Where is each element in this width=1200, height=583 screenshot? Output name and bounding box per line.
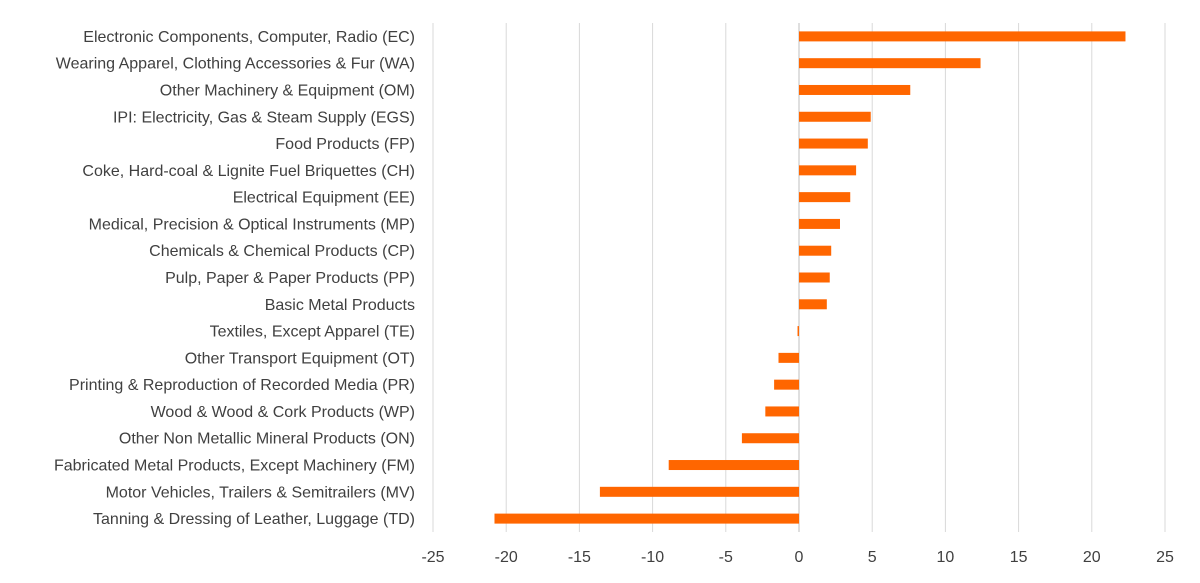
category-label: Other Machinery & Equipment (OM): [160, 82, 415, 99]
bar: [741, 433, 799, 444]
x-tick-label: -25: [421, 549, 444, 566]
bar: [774, 379, 799, 390]
category-label: Chemicals & Chemical Products (CP): [149, 243, 415, 260]
category-label: Basic Metal Products: [265, 297, 415, 314]
bar: [797, 326, 799, 337]
category-label: Textiles, Except Apparel (TE): [210, 324, 415, 341]
category-labels: Electronic Components, Computer, Radio (…: [54, 29, 415, 528]
bar: [494, 513, 799, 524]
category-label: Fabricated Metal Products, Except Machin…: [54, 458, 415, 475]
bar: [799, 84, 911, 95]
category-label: Wearing Apparel, Clothing Accessories & …: [56, 56, 415, 73]
x-tick-label: -10: [641, 549, 664, 566]
x-tick-label: -15: [568, 549, 591, 566]
bar: [799, 165, 857, 176]
bar: [799, 299, 827, 310]
x-tick-label: 5: [868, 549, 877, 566]
x-tick-label: -5: [719, 549, 733, 566]
bar: [599, 486, 799, 497]
bar: [778, 352, 799, 363]
category-label: Pulp, Paper & Paper Products (PP): [165, 270, 415, 287]
category-label: Printing & Reproduction of Recorded Medi…: [69, 377, 415, 394]
x-tick-label: 20: [1083, 549, 1101, 566]
x-tick-label: 0: [795, 549, 804, 566]
category-label: IPI: Electricity, Gas & Steam Supply (EG…: [113, 109, 415, 126]
bar: [799, 31, 1126, 42]
category-label: Motor Vehicles, Trailers & Semitrailers …: [106, 484, 415, 501]
bar: [799, 138, 868, 149]
category-label: Food Products (FP): [275, 136, 415, 153]
bar: [799, 111, 871, 122]
bar: [668, 460, 799, 471]
category-label: Electrical Equipment (EE): [233, 190, 415, 207]
category-label: Coke, Hard-coal & Lignite Fuel Briquette…: [82, 163, 415, 180]
category-label: Medical, Precision & Optical Instruments…: [89, 216, 415, 233]
bar: [799, 245, 832, 256]
x-axis-tick-labels: -25 -20 -15 -10 -5 0 5 10 15 20 25: [421, 549, 1174, 566]
bars: [494, 31, 1126, 524]
bar: [765, 406, 799, 417]
bar: [799, 272, 830, 283]
x-tick-label: 15: [1010, 549, 1028, 566]
category-label: Tanning & Dressing of Leather, Luggage (…: [93, 511, 415, 528]
x-tick-label: 10: [937, 549, 955, 566]
category-label: Wood & Wood & Cork Products (WP): [151, 404, 415, 421]
x-tick-label: 25: [1156, 549, 1174, 566]
bar: [799, 58, 981, 69]
category-label: Other Transport Equipment (OT): [185, 350, 415, 367]
bar: [799, 218, 840, 229]
x-tick-label: -20: [495, 549, 518, 566]
bar: [799, 192, 851, 203]
category-label: Electronic Components, Computer, Radio (…: [83, 29, 415, 46]
category-label: Other Non Metallic Mineral Products (ON): [119, 431, 415, 448]
